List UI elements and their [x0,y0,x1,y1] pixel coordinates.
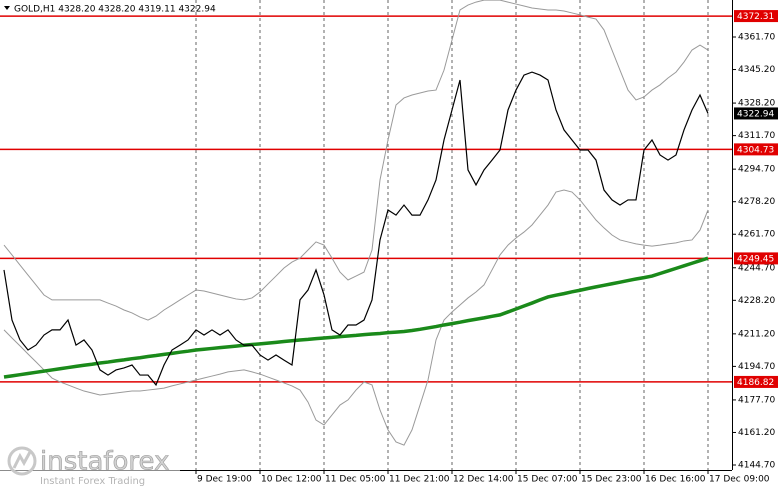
watermark-tagline: Instant Forex Trading [40,476,145,487]
level-label-bg [734,10,778,23]
watermark: instaforex Instant Forex Trading [0,443,180,489]
y-tick-label: 4144.70 [738,461,775,471]
logo-ring [7,446,37,476]
series-line [3,189,709,446]
x-tick-label: 15 Dec 23:00 [581,475,642,485]
level-label: 4372.31 [737,12,774,22]
last-price-label: 4322.94 [737,109,774,119]
level-label-bg [734,375,778,388]
y-tick-label: 4311.70 [738,131,775,141]
x-tick-label: 17 Dec 09:00 [709,475,770,485]
series-line [3,0,709,321]
x-tick-label: 11 Dec 05:00 [325,475,386,485]
x-tick-label: 15 Dec 07:00 [517,475,578,485]
y-tick-label: 4244.70 [738,263,775,273]
x-tick-label: 12 Dec 14:00 [453,475,514,485]
level-label: 4186.82 [737,378,774,388]
level-label: 4304.73 [737,145,774,155]
x-tick-label: 10 Dec 12:00 [261,475,322,485]
logo-mark [12,451,32,469]
y-tick-label: 4161.20 [738,428,775,438]
y-tick-label: 4228.20 [738,296,775,306]
series-line [3,256,709,379]
y-tick-label: 4177.70 [738,395,775,405]
menu-arrow[interactable] [4,6,10,10]
chart-title: GOLD,H1 4328.20 4328.20 4319.11 4322.94 [14,5,216,15]
x-tick-label: 16 Dec 16:00 [645,475,706,485]
level-label: 4249.45 [737,254,774,264]
last-price-bg [734,107,778,120]
series-line [3,71,709,387]
y-tick-label: 4278.20 [738,197,775,207]
y-tick-label: 4211.20 [738,329,775,339]
y-tick-label: 4261.70 [738,230,775,240]
y-tick-label: 4361.70 [738,33,775,43]
y-tick-label: 4328.20 [738,99,775,109]
watermark-brand: instaforex [40,447,169,477]
level-label-bg [734,143,778,156]
y-tick-label: 4194.70 [738,362,775,372]
x-tick-label: 11 Dec 21:00 [389,475,450,485]
level-label-bg [734,252,778,265]
x-tick-label: 9 Dec 19:00 [197,475,252,485]
y-tick-label: 4294.70 [738,165,775,175]
y-tick-label: 4345.20 [738,65,775,75]
